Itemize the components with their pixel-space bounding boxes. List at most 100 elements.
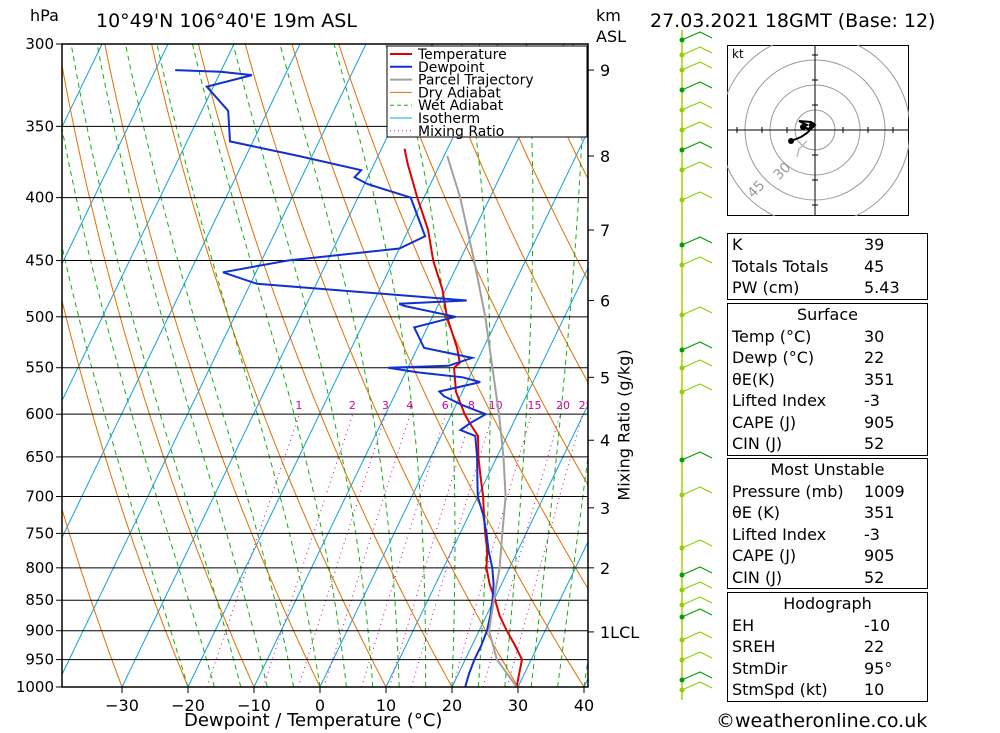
datetime-title: 27.03.2021 18GMT (Base: 12): [650, 10, 936, 32]
mixing-ratio-label: 2: [349, 399, 356, 412]
isotherm-line: [121, 44, 433, 687]
temperature-line: [403, 148, 524, 687]
wind-barb: [681, 81, 713, 91]
pressure-tick-label: 650: [25, 448, 54, 466]
wind-barb: [681, 101, 713, 111]
wind-barb: [681, 31, 713, 41]
mu-label: Pressure (mb): [732, 481, 844, 501]
dry-adiabat-line: [994, 44, 1000, 687]
wind-barb: [681, 161, 713, 171]
wind-barb: [681, 608, 713, 618]
hodo-value: 10: [864, 680, 885, 699]
hodograph-indices-title: Hodograph: [783, 594, 872, 613]
km-tick-label: 2: [600, 559, 610, 578]
wet-adiabat-line: [156, 44, 321, 687]
wind-barb: [681, 256, 713, 266]
wet-adiabat-line: [192, 44, 347, 687]
credit-link[interactable]: ©weatheronline.co.uk: [716, 710, 928, 732]
wind-barb: [681, 306, 713, 316]
wet-adiabat-line: [504, 44, 534, 687]
index-value: 45: [864, 256, 885, 276]
legend-label: Wet Adiabat: [418, 98, 504, 114]
mixing-ratio-line: [410, 414, 494, 687]
wind-barb: [681, 681, 713, 691]
temperature-tick-label: 0: [315, 696, 325, 715]
index-row-pw: PW (cm) 5.43: [728, 277, 928, 299]
dry-adiabat-line: [478, 44, 588, 282]
mu-value: 1009: [864, 481, 905, 501]
hodo-value: -10: [864, 615, 891, 635]
legend-label: Isotherm: [418, 111, 480, 127]
pressure-tick-label: 850: [25, 591, 54, 609]
km-tick-label: 1LCL: [600, 623, 639, 642]
pressure-tick-label: 450: [25, 252, 54, 270]
hodograph-trace: [790, 120, 817, 142]
surface-value: 351: [864, 369, 895, 389]
mixing-ratio-label: 1: [295, 399, 302, 412]
km-tick-label: 6: [600, 292, 610, 311]
wind-barb: [681, 61, 713, 71]
surface-label: CAPE (J): [732, 412, 797, 432]
wind-barb: [681, 486, 713, 496]
hodograph: kt 30 45: [727, 45, 909, 216]
surface-value: 30: [864, 326, 885, 346]
pressure-tick-label: 800: [25, 559, 54, 577]
pressure-tick-label: 600: [25, 405, 54, 423]
mu-label: θE (K): [732, 503, 780, 522]
mu-label: CAPE (J): [732, 546, 797, 565]
mu-label: CIN (J): [732, 567, 783, 587]
isotherm-line: [385, 266, 588, 687]
wet-adiabat-line: [70, 44, 242, 687]
location-title: 10°49'N 106°40'E 19m ASL: [96, 10, 357, 32]
surface-label: θE(K): [732, 369, 775, 389]
mixing-ratio-axis-label: Mixing Ratio (g/kg): [614, 349, 634, 501]
surface-box: Surface Temp (°C) 30 Dewp (°C) 22 θE(K) 351…: [727, 303, 928, 456]
surface-value: 22: [864, 348, 885, 367]
mu-value: 351: [864, 503, 895, 522]
hodograph-point: [788, 138, 794, 144]
dewpoint-line: [175, 69, 495, 687]
mixing-ratio-label: 15: [528, 399, 542, 412]
index-row-totals: Totals Totals 45: [728, 256, 928, 278]
wind-barb: [681, 451, 713, 461]
wind-barb: [681, 46, 713, 56]
temperature-tick-label: 10: [376, 696, 396, 715]
pressure-tick-label: 550: [25, 359, 54, 377]
surface-title: Surface: [797, 305, 858, 324]
index-value: 5.43: [864, 278, 900, 297]
pressure-tick-label: 1000: [16, 678, 54, 696]
legend-label: Parcel Trajectory: [418, 73, 534, 89]
dry-adiabat-line: [244, 44, 519, 687]
isotherm-line: [253, 44, 565, 687]
mixing-ratio-label: 25: [579, 399, 593, 412]
isotherm-line: [451, 403, 588, 687]
most-unstable-title: Most Unstable: [770, 460, 885, 479]
dry-adiabat-line: [431, 44, 588, 384]
wind-barb: [681, 671, 713, 681]
hodograph-point: [809, 122, 815, 128]
temperature-tick-label: 40: [574, 696, 594, 715]
pressure-tick-label: 350: [25, 117, 54, 135]
dry-adiabat-line: [947, 44, 1000, 687]
mixing-ratio-label: 4: [406, 399, 413, 412]
wet-adiabat-line: [333, 44, 427, 687]
surface-label: Lifted Index: [732, 391, 827, 410]
dry-adiabat-line: [197, 44, 453, 687]
hodo-label: StmSpd (kt): [732, 680, 828, 699]
wet-adiabat-line: [279, 44, 400, 687]
isotherm-line: [319, 129, 588, 687]
hodo-label: SREH: [732, 637, 776, 656]
dry-adiabat-line: [104, 44, 321, 687]
mixing-ratio-label: 10: [489, 399, 503, 412]
wind-barb: [681, 383, 713, 393]
x-axis-label: Dewpoint / Temperature (°C): [184, 710, 443, 731]
temperature-tick-label: −20: [171, 696, 205, 715]
hodo-label: EH: [732, 615, 755, 635]
pressure-tick-label: 400: [25, 189, 54, 207]
index-label: K: [732, 235, 743, 254]
mixing-ratio-label: 8: [468, 399, 475, 412]
mixing-ratio-label: 3: [382, 399, 389, 412]
temperature-tick-label: 30: [508, 696, 528, 715]
